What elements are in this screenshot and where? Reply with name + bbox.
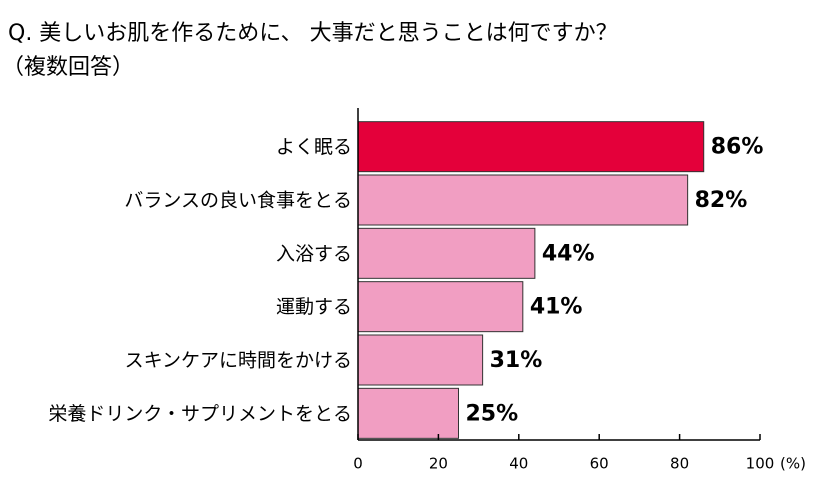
y-tick-label: 入浴する [276,243,352,265]
value-label: 44% [542,241,595,266]
x-tick-label: 60 [590,455,609,473]
bar [357,121,705,173]
y-tick-label: スキンケアに時間をかける [125,350,352,372]
bar [357,281,524,333]
bar [357,174,689,226]
bar [357,227,536,279]
x-tick-label: 0 [353,455,363,473]
bar [357,387,459,439]
value-label: 41% [530,295,583,320]
x-tick-label: 100 [746,455,775,473]
y-tick-label: よく眠る [276,136,352,158]
y-tick-label: 運動する [276,296,352,318]
value-label: 31% [490,348,543,373]
x-tick-label: 20 [429,455,448,473]
x-tick-label: 40 [509,455,528,473]
y-tick-label: 栄養ドリンク・サプリメントをとる [48,403,352,425]
chart-title: Q. 美しいお肌を作るために、 大事だと思うことは何ですか？ [8,21,618,46]
value-label: 86% [711,135,764,160]
value-label: 82% [695,188,748,213]
value-label: 25% [466,401,519,426]
x-unit: (%) [780,455,806,473]
bar [357,334,484,386]
y-tick-label: バランスの良い食事をとる [124,190,352,212]
x-tick-label: 80 [670,455,689,473]
chart-subtitle: （複数回答） [2,55,134,80]
